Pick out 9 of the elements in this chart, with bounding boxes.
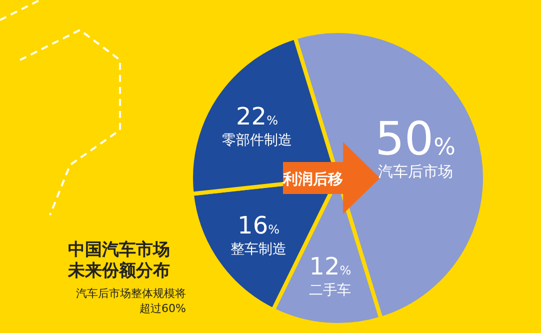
- slice-label: 整车制造: [230, 242, 287, 258]
- slice-label: 二手车: [309, 282, 352, 299]
- text: 中国汽车市场未来份额分布: [68, 240, 171, 282]
- text: 利润后移: [282, 170, 343, 188]
- data-label: 22%: [236, 102, 278, 131]
- slice-label: 零部件制造: [222, 132, 292, 149]
- data-label: 12%: [309, 252, 352, 281]
- text: 汽车后市场整体规模将超过60%: [75, 286, 186, 316]
- data-label: 16%: [238, 212, 280, 240]
